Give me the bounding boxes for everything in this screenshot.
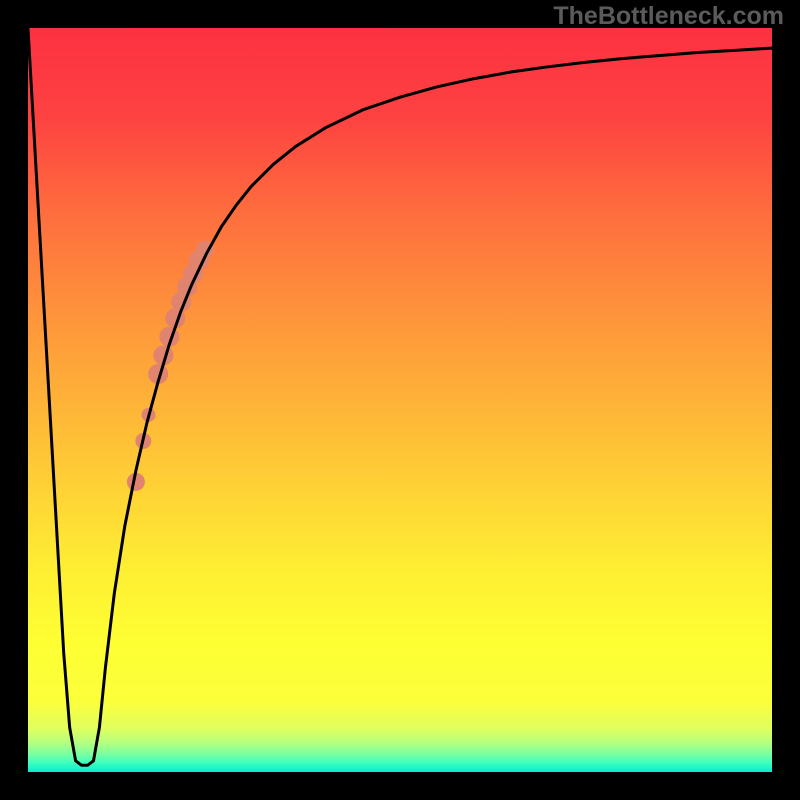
gradient-background-rect: [28, 28, 772, 772]
chart-svg: [28, 28, 772, 772]
watermark-text: TheBottleneck.com: [553, 2, 784, 31]
plot-area: [28, 28, 772, 772]
